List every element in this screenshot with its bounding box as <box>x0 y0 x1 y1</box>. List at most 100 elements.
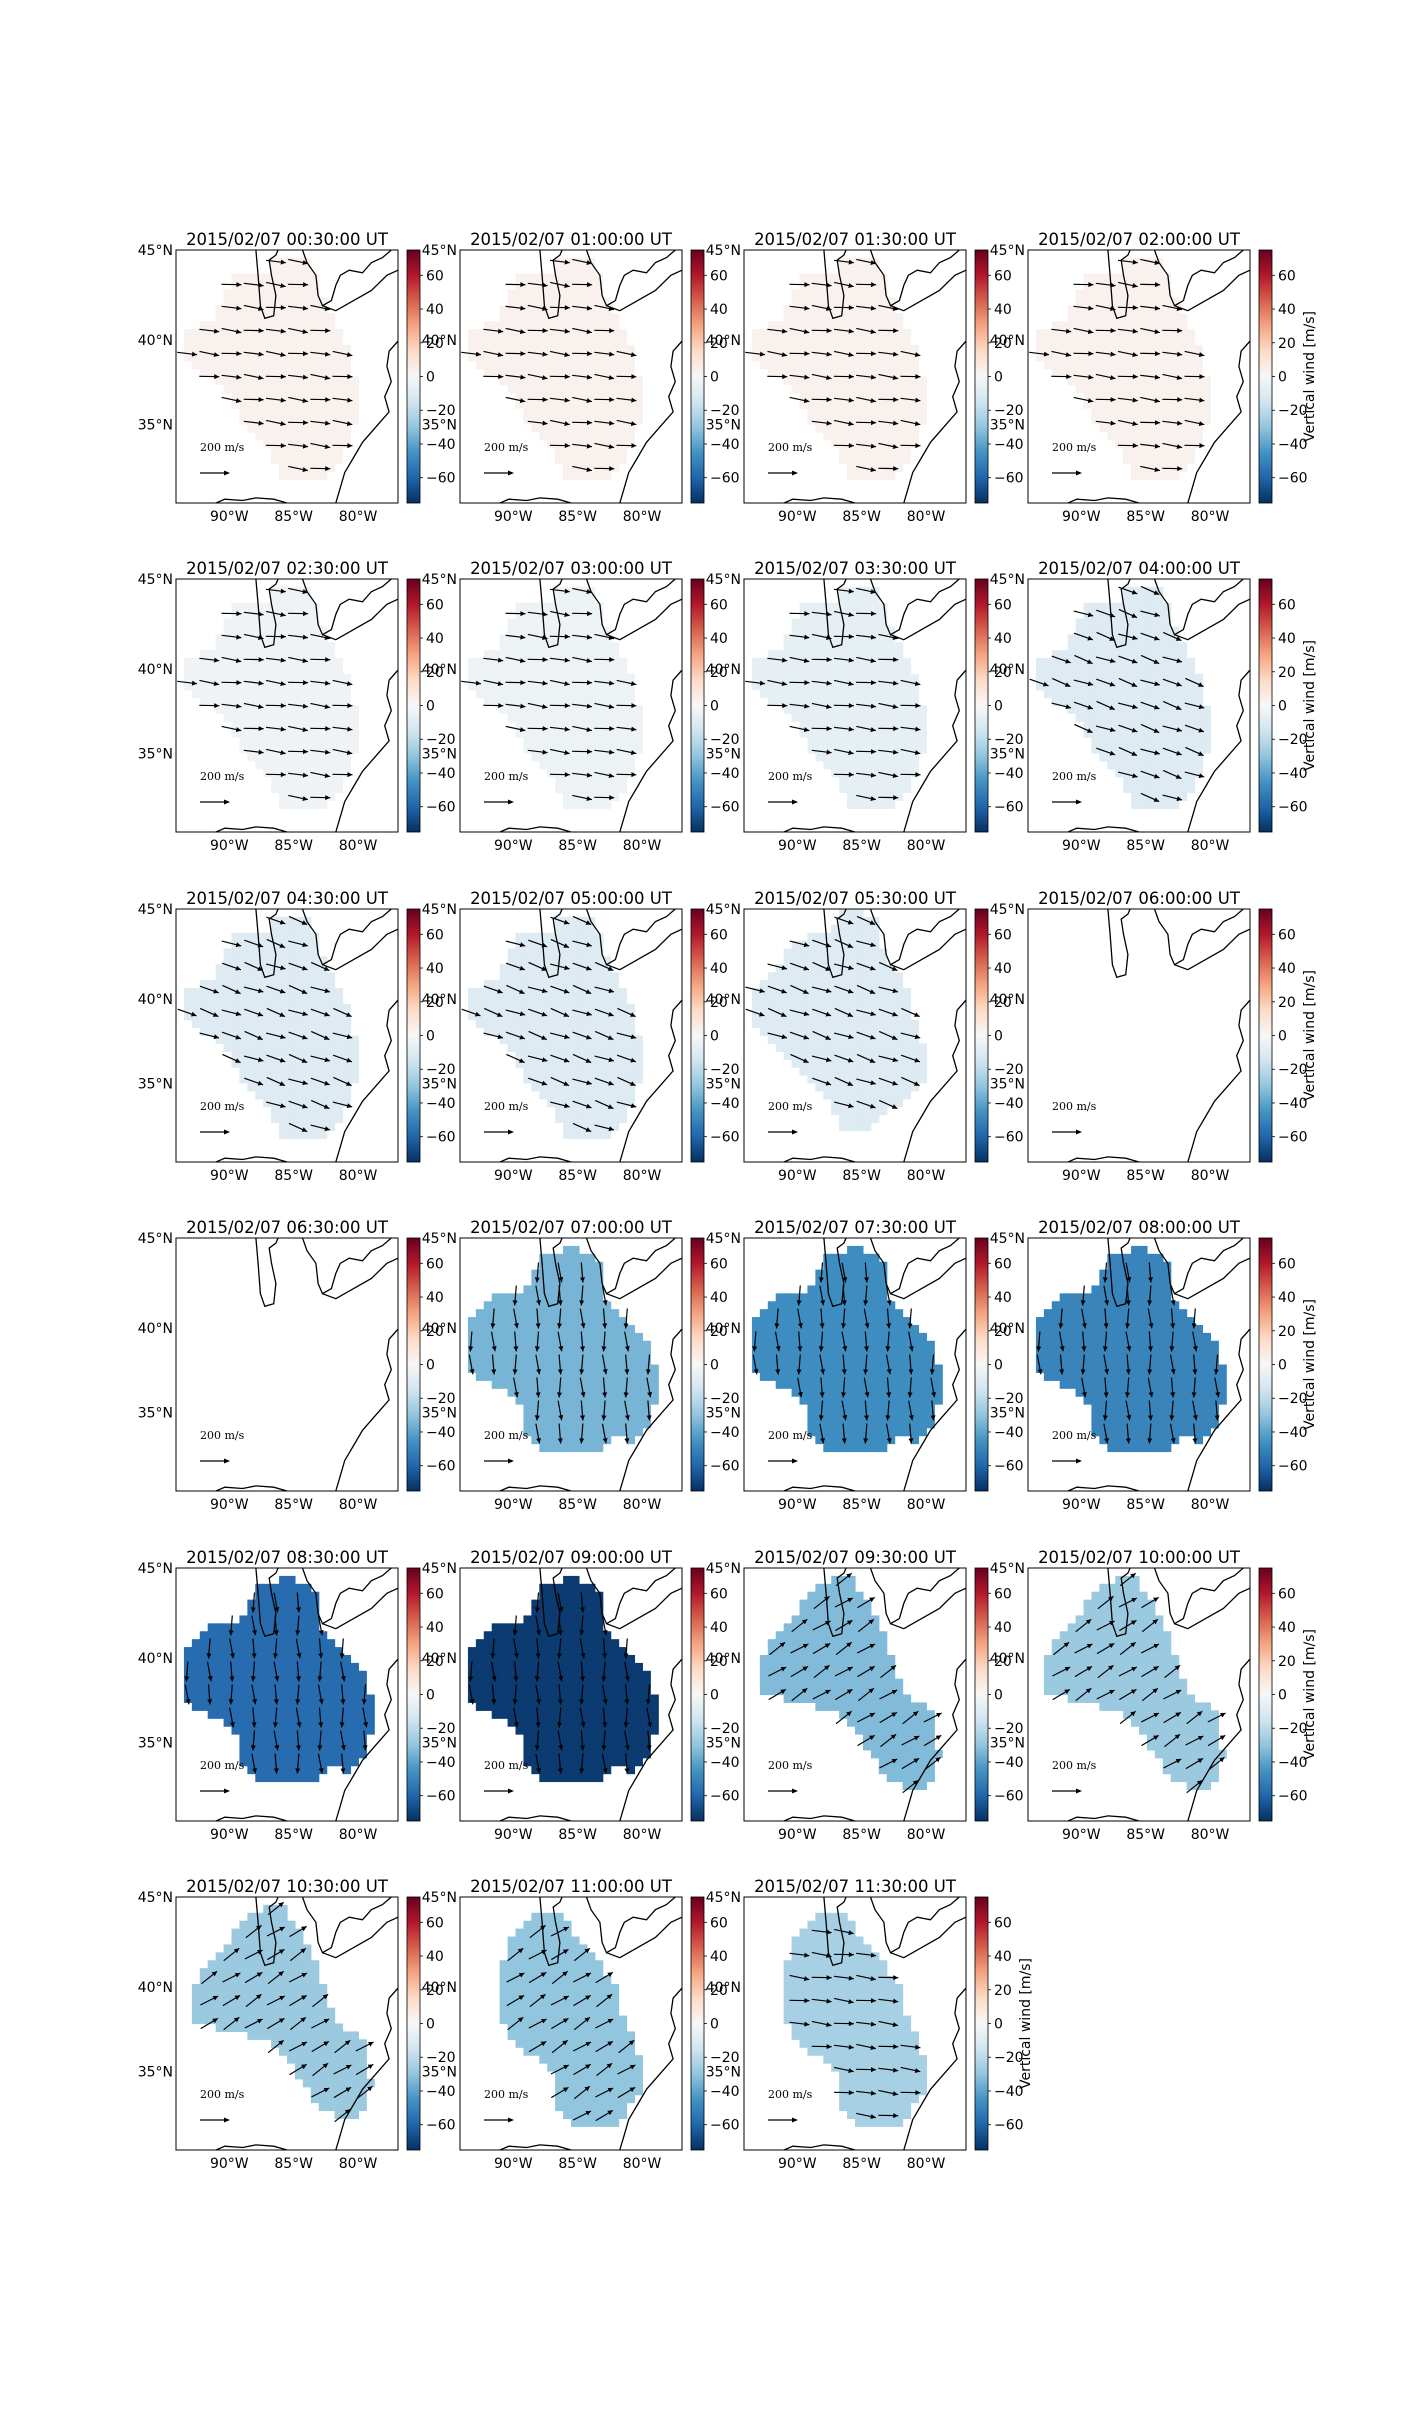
heatmap-cell <box>1139 594 1148 604</box>
heatmap-cell <box>578 689 588 699</box>
heatmap-cell <box>602 313 612 322</box>
heatmap-cell <box>578 305 588 314</box>
heatmap-cell <box>578 1035 588 1045</box>
heatmap-cell <box>862 689 872 699</box>
heatmap-cell <box>1051 344 1061 354</box>
heatmap-cell <box>902 408 912 417</box>
heatmap-cell <box>499 344 509 354</box>
heatmap-cell <box>475 1019 485 1029</box>
heatmap-cell <box>547 321 556 330</box>
heatmap-cell <box>271 729 280 738</box>
heatmap-cell <box>823 602 832 612</box>
heatmap-cell <box>294 1082 304 1092</box>
wind-vector-head <box>1176 375 1183 380</box>
heatmap-cell <box>815 423 824 433</box>
heatmap-cell <box>555 916 564 926</box>
heatmap-cell <box>1170 721 1180 730</box>
colorbar-tick-label: −60 <box>1278 471 1308 487</box>
heatmap-cell <box>1139 336 1148 346</box>
heatmap-cell <box>1178 376 1188 386</box>
heatmap-cell <box>1123 784 1132 794</box>
wind-vector-head <box>893 328 899 334</box>
heatmap-cell <box>310 384 320 393</box>
heatmap-cell <box>767 673 777 683</box>
heatmap-cell <box>531 1035 540 1045</box>
heatmap-cell <box>1154 618 1164 628</box>
heatmap-cell <box>279 376 288 386</box>
heatmap-cell <box>547 1043 556 1052</box>
heatmap-cell <box>326 792 336 801</box>
wind-vector-head <box>893 397 899 403</box>
wind-vector-head <box>848 259 854 265</box>
heatmap-cell <box>318 352 328 362</box>
heatmap-cell <box>310 1019 320 1029</box>
wind-vector-head <box>280 588 286 594</box>
heatmap-cell <box>555 1051 564 1060</box>
wind-vector-head <box>325 466 331 472</box>
heatmap-cell <box>1075 289 1085 299</box>
heatmap-cell <box>334 416 344 425</box>
heatmap-cell <box>1123 439 1132 449</box>
heatmap-cell <box>831 297 840 306</box>
heatmap-cell <box>539 980 548 989</box>
heatmap-cell <box>571 689 580 699</box>
heatmap-cell <box>862 400 872 409</box>
heatmap-cell <box>870 729 880 738</box>
heatmap-cell <box>1035 344 1045 354</box>
heatmap-cell <box>287 800 296 809</box>
heatmap-cell <box>1131 400 1140 409</box>
great-lakes-coast <box>301 250 398 312</box>
heatmap-cell <box>279 344 288 354</box>
heatmap-cell <box>815 721 824 730</box>
heatmap-cell <box>902 368 912 378</box>
heatmap-cell <box>894 784 904 794</box>
heatmap-cell <box>239 289 248 299</box>
heatmap-cell <box>523 681 532 691</box>
heatmap-cell <box>862 745 872 754</box>
heatmap-cell <box>870 281 880 291</box>
heatmap-cell <box>1146 368 1156 378</box>
heatmap-cell <box>823 713 832 722</box>
heatmap-cell <box>1154 368 1164 378</box>
heatmap-cell <box>886 658 896 667</box>
heatmap-cell <box>775 321 785 330</box>
heatmap-cell <box>855 431 864 441</box>
wind-vector-head <box>893 795 899 801</box>
heatmap-cell <box>318 752 328 762</box>
heatmap-cell <box>287 586 296 596</box>
heatmap-cell <box>1035 329 1045 338</box>
heatmap-cell <box>539 737 548 746</box>
heatmap-cell <box>239 1067 248 1076</box>
heatmap-cell <box>886 463 896 472</box>
wind-vector-head <box>213 352 220 357</box>
heatmap-cell <box>610 423 620 433</box>
wind-vector-head <box>324 988 330 994</box>
heatmap-cell <box>862 658 872 667</box>
heatmap-cell <box>507 948 517 958</box>
heatmap-cell <box>1170 392 1180 401</box>
heatmap-cell <box>547 752 556 762</box>
heatmap-cell <box>287 289 296 299</box>
heatmap-cell <box>515 602 525 612</box>
wind-vector-head <box>893 420 899 426</box>
heatmap-cell <box>199 650 209 659</box>
heatmap-cell <box>807 336 816 346</box>
heatmap-cell <box>1146 447 1156 457</box>
heatmap-cell <box>1139 360 1148 370</box>
wind-vector-head <box>302 796 308 801</box>
heatmap-cell <box>578 265 588 275</box>
wind-vector-head <box>586 260 592 265</box>
heatmap-cell <box>815 713 824 722</box>
colorbar-label: Vertical wind [m/s] <box>1302 311 1318 442</box>
heatmap-cell <box>1162 650 1172 659</box>
wind-vector-head <box>280 443 286 449</box>
heatmap-cell <box>1178 455 1188 465</box>
heatmap-cell <box>855 273 864 283</box>
heatmap-cell <box>342 1098 352 1108</box>
heatmap-cell <box>263 1043 272 1052</box>
heatmap-cell <box>263 673 272 683</box>
heatmap-cell <box>279 642 288 651</box>
heatmap-cell <box>271 995 280 1005</box>
heatmap-cell <box>910 745 920 754</box>
